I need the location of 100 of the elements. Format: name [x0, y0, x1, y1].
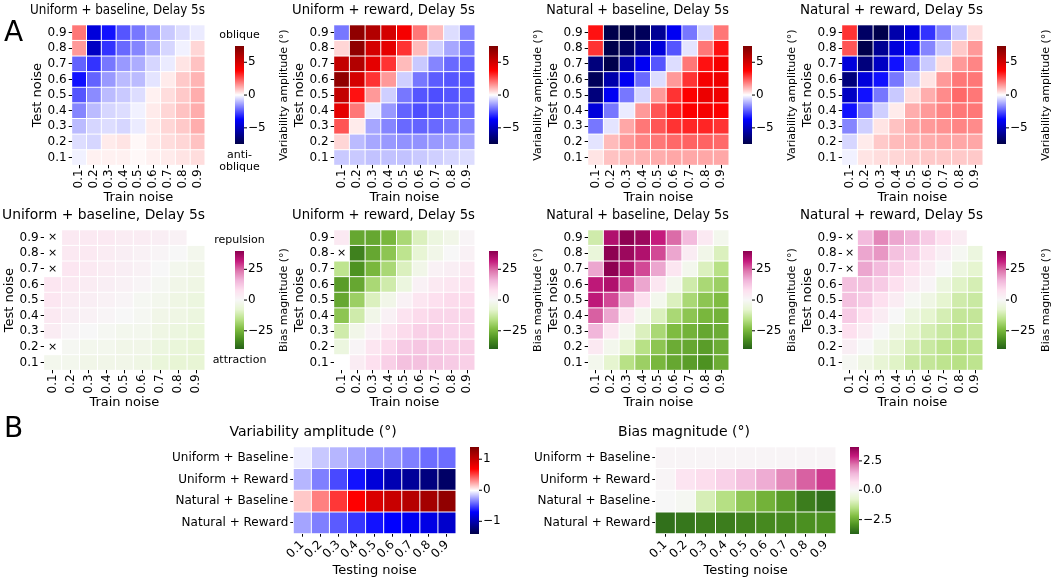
y-tick-label: 0.5: [817, 292, 837, 307]
y-tick-label: Uniform + Baseline: [172, 449, 289, 464]
x-tick-label: 0.1: [71, 169, 86, 189]
y-tick-label: 0.7: [309, 260, 329, 275]
color-bar-label: 0: [502, 87, 510, 102]
y-tick-label: 0.6: [563, 71, 583, 86]
chart-title: Uniform + reward, Delay 5s: [292, 205, 475, 223]
y-tick-label: 0.7: [563, 260, 583, 275]
y-tick-label: 0.6: [309, 71, 329, 86]
y-tick-label: 0.9: [19, 229, 39, 244]
chart-title: Uniform + baseline, Delay 5s: [2, 205, 205, 223]
y-tick-label: 0.2: [19, 339, 39, 354]
y-tick-label: 0.8: [309, 245, 329, 260]
x-tick-label: 0.4: [380, 374, 395, 394]
x-tick-label: 0.7: [152, 374, 167, 394]
color-bar-label: −5: [248, 119, 266, 134]
x-tick-label: 0.7: [427, 374, 442, 394]
color-bar-label: 25: [502, 261, 518, 276]
color-bar-label: 2.5: [863, 453, 883, 468]
y-tick-label: 0.5: [309, 292, 329, 307]
color-bar-label: −2.5: [863, 511, 893, 526]
x-tick-label: 0.7: [160, 169, 175, 189]
y-tick-label: 0.1: [563, 149, 583, 164]
y-tick-label: Natural + Reward: [181, 514, 289, 529]
y-tick-label: 0.1: [47, 149, 67, 164]
y-tick-label: 0.5: [19, 292, 39, 307]
y-tick-label: 0.2: [817, 134, 837, 149]
text: A: [4, 15, 24, 49]
y-tick-label: 0.3: [817, 118, 837, 133]
y-tick-label: 0.2: [563, 339, 583, 354]
y-tick-label: 0.1: [19, 354, 39, 369]
y-tick-label: 0.4: [817, 102, 837, 117]
x-axis-title: Train noise: [368, 188, 440, 204]
chart-title: Uniform + baseline, Delay 5s: [30, 1, 206, 18]
y-tick-label: 0.5: [563, 87, 583, 102]
x-tick-label: 0.5: [904, 374, 919, 394]
y-tick-label: 0.8: [563, 245, 583, 260]
y-tick-label: 0.9: [563, 24, 583, 39]
y-tick-label: Natural + Baseline: [537, 493, 651, 508]
color-bar-label: −5: [1010, 119, 1028, 134]
color-bar-label: −5: [756, 119, 774, 134]
x-axis-title: Train noise: [876, 393, 948, 409]
x-tick-label: 0.1: [841, 169, 856, 189]
x-tick-label: 0.8: [697, 169, 712, 189]
x-axis-title: Train noise: [876, 188, 948, 204]
chart-title: Natural + baseline, Delay 5s: [546, 206, 729, 223]
x-tick-label: 0.9: [459, 374, 474, 394]
y-tick-label: 0.3: [817, 323, 837, 338]
color-bar-label: 1: [483, 451, 491, 466]
y-tick-label: Natural + Baseline: [175, 493, 289, 508]
color-bar-label: −5: [502, 119, 520, 134]
text: ×: [48, 246, 58, 260]
x-tick-label: 0.6: [920, 374, 935, 394]
x-tick-label: 0.5: [396, 169, 411, 189]
x-tick-label: 0.6: [412, 374, 427, 394]
color-bar-label: 0: [248, 292, 256, 307]
x-tick-label: 0.9: [713, 374, 728, 394]
x-axis-title: Train noise: [368, 393, 440, 409]
y-tick-label: 0.7: [817, 260, 837, 275]
y-tick-label: Natural + Reward: [543, 514, 651, 529]
chart-title: Variability amplitude (°): [229, 423, 397, 440]
y-tick-label: 0.3: [19, 323, 39, 338]
y-tick-label: 0.3: [563, 118, 583, 133]
y-tick-label: 0.9: [563, 229, 583, 244]
x-tick-label: 0.7: [681, 374, 696, 394]
color-bar-label: 0: [756, 87, 764, 102]
x-tick-label: 0.8: [443, 374, 458, 394]
text: B: [4, 411, 24, 445]
y-tick-label: 0.8: [817, 245, 837, 260]
color-bar-label: 25: [1010, 261, 1026, 276]
x-tick-label: 0.6: [920, 169, 935, 189]
chart-title: Natural + baseline, Delay 5s: [546, 1, 729, 18]
color-bar-title: Bias magnitude (°): [1038, 248, 1052, 352]
x-tick-label: 0.9: [713, 169, 728, 189]
y-tick-label: Uniform + Baseline: [534, 449, 651, 464]
x-tick-label: 0.8: [697, 374, 712, 394]
text: ×: [48, 261, 58, 275]
color-bar-label: −25: [248, 322, 274, 337]
x-tick-label: 0.2: [603, 374, 618, 394]
y-tick-label: 0.2: [309, 339, 329, 354]
y-tick-label: 0.4: [47, 102, 67, 117]
x-axis-title: Testing noise: [331, 561, 417, 577]
chart-title: Natural + reward, Delay 5s: [800, 205, 983, 223]
x-tick-label: 0.8: [951, 169, 966, 189]
y-tick-label: 0.1: [563, 354, 583, 369]
color-bar-label: −25: [502, 322, 528, 337]
x-tick-label: 0.5: [116, 374, 131, 394]
x-tick-label: 0.3: [100, 169, 115, 189]
y-tick-label: 0.8: [817, 40, 837, 55]
x-tick-label: 0.8: [951, 374, 966, 394]
y-tick-label: 0.9: [309, 229, 329, 244]
x-tick-label: 0.2: [857, 169, 872, 189]
y-tick-label: 0.7: [563, 55, 583, 70]
color-bar-label: 5: [502, 54, 510, 69]
y-axis-title: Test noise: [291, 267, 307, 334]
x-tick-label: 0.9: [967, 374, 982, 394]
text: ×: [844, 261, 855, 275]
y-tick-label: 0.6: [309, 276, 329, 291]
y-axis-title: Test noise: [799, 267, 815, 334]
x-tick-label: 0.1: [841, 374, 856, 394]
